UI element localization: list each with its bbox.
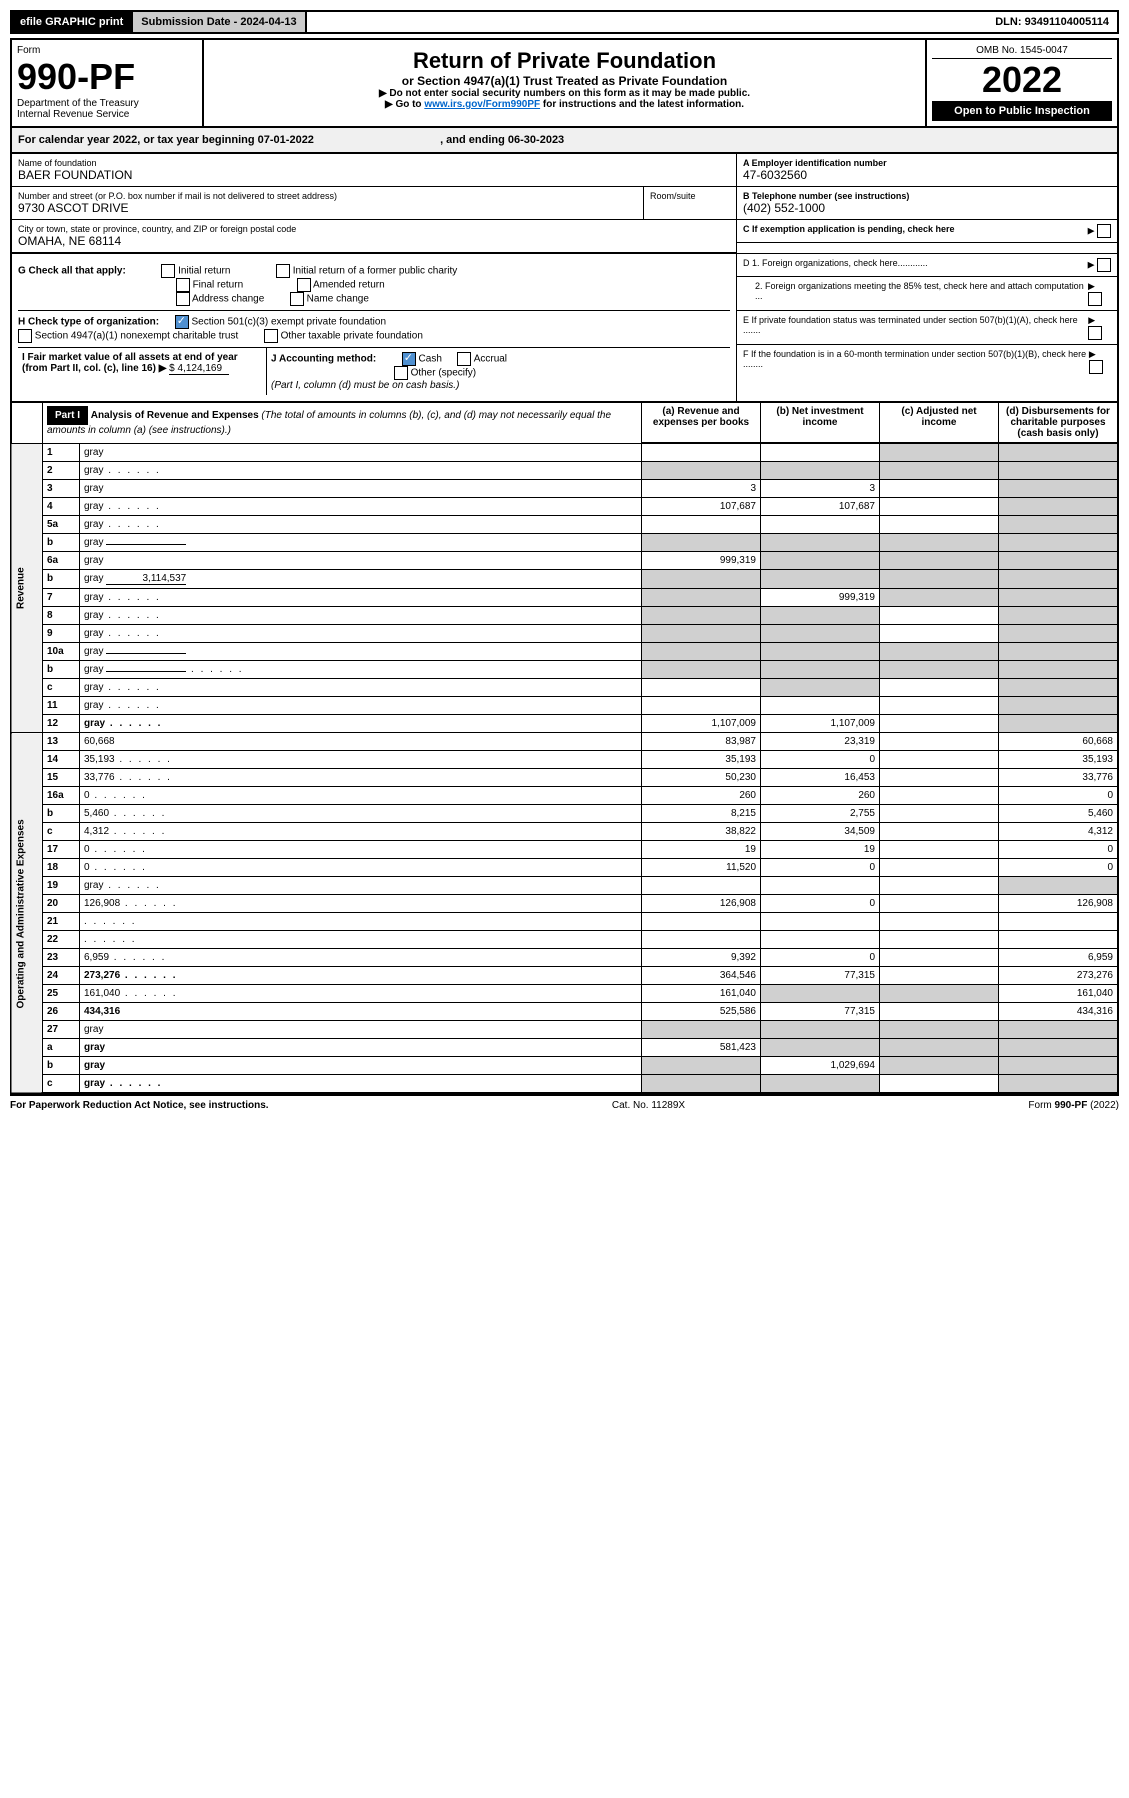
dln: DLN: 93491104005114 — [987, 12, 1117, 32]
addr-change-cb[interactable] — [176, 292, 190, 306]
amended-cb[interactable] — [297, 278, 311, 292]
phone: (402) 552-1000 — [743, 201, 1111, 215]
e-cb[interactable] — [1088, 326, 1102, 340]
final-return-cb[interactable] — [176, 278, 190, 292]
fmv-value: $ 4,124,169 — [169, 363, 229, 375]
other-cb[interactable] — [394, 366, 408, 380]
form-number: 990-PF — [17, 56, 197, 98]
f-label: F If the foundation is in a 60-month ter… — [743, 349, 1089, 369]
phone-label: B Telephone number (see instructions) — [743, 191, 1111, 201]
info-section: Name of foundation BAER FOUNDATION Numbe… — [10, 154, 1119, 254]
d2-label: 2. Foreign organizations meeting the 85%… — [743, 281, 1088, 301]
initial-former-cb[interactable] — [276, 264, 290, 278]
form990pf-link[interactable]: www.irs.gov/Form990PF — [424, 99, 540, 110]
checks-section: G Check all that apply: Initial return I… — [10, 254, 1119, 401]
omb: OMB No. 1545-0047 — [932, 45, 1112, 59]
c-checkbox[interactable] — [1097, 224, 1111, 238]
form-label: Form — [17, 45, 197, 56]
g-row: G Check all that apply: Initial return I… — [18, 260, 730, 310]
room-label: Room/suite — [650, 191, 730, 201]
note-ssn: ▶ Do not enter social security numbers o… — [212, 88, 917, 99]
footer-left: For Paperwork Reduction Act Notice, see … — [10, 1100, 269, 1111]
address: 9730 ASCOT DRIVE — [18, 201, 637, 215]
foundation-name: BAER FOUNDATION — [18, 168, 730, 182]
footer-center: Cat. No. 11289X — [612, 1100, 685, 1111]
4947-cb[interactable] — [18, 329, 32, 343]
other-taxable-cb[interactable] — [264, 329, 278, 343]
part1-label: Part I — [47, 406, 88, 425]
dept: Department of the Treasury — [17, 98, 197, 109]
d2-cb[interactable] — [1088, 292, 1102, 306]
501c3-cb[interactable] — [175, 315, 189, 329]
open-public: Open to Public Inspection — [932, 101, 1112, 121]
initial-return-cb[interactable] — [161, 264, 175, 278]
cash-cb[interactable] — [402, 352, 416, 366]
h-row: H Check type of organization: Section 50… — [18, 310, 730, 347]
footer: For Paperwork Reduction Act Notice, see … — [10, 1094, 1119, 1111]
form-title: Return of Private Foundation — [212, 48, 917, 74]
ein-label: A Employer identification number — [743, 158, 1111, 168]
e-label: E If private foundation status was termi… — [743, 315, 1088, 335]
footer-right: Form 990-PF (2022) — [1028, 1100, 1119, 1111]
calendar-year: For calendar year 2022, or tax year begi… — [10, 128, 1119, 154]
irs-label: Internal Revenue Service — [17, 109, 197, 120]
col-b: (b) Net investment income — [761, 402, 880, 443]
f-cb[interactable] — [1089, 360, 1103, 374]
c-label: C If exemption application is pending, c… — [743, 224, 955, 234]
name-change-cb[interactable] — [290, 292, 304, 306]
submission-date: Submission Date - 2024-04-13 — [133, 12, 306, 32]
addr-label: Number and street (or P.O. box number if… — [18, 191, 637, 201]
name-label: Name of foundation — [18, 158, 730, 168]
part1-table: Part I Analysis of Revenue and Expenses … — [10, 401, 1119, 1094]
ein: 47-6032560 — [743, 168, 1111, 182]
form-header: Form 990-PF Department of the Treasury I… — [10, 38, 1119, 128]
efile-print-btn[interactable]: efile GRAPHIC print — [12, 12, 133, 32]
d1-cb[interactable] — [1097, 258, 1111, 272]
note-link: ▶ Go to www.irs.gov/Form990PF for instru… — [212, 99, 917, 110]
city-label: City or town, state or province, country… — [18, 224, 730, 234]
col-a: (a) Revenue and expenses per books — [642, 402, 761, 443]
form-subtitle: or Section 4947(a)(1) Trust Treated as P… — [212, 74, 917, 88]
accrual-cb[interactable] — [457, 352, 471, 366]
city: OMAHA, NE 68114 — [18, 234, 730, 248]
d1-label: D 1. Foreign organizations, check here..… — [743, 258, 928, 268]
tax-year: 2022 — [932, 59, 1112, 101]
top-bar: efile GRAPHIC print Submission Date - 20… — [10, 10, 1119, 34]
col-d: (d) Disbursements for charitable purpose… — [999, 402, 1119, 443]
col-c: (c) Adjusted net income — [880, 402, 999, 443]
